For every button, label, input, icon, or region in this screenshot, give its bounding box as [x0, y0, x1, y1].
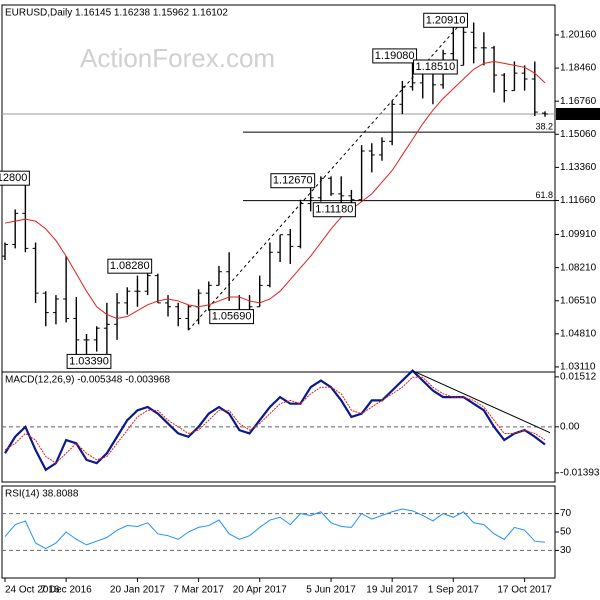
y-tick-label: 50 [560, 527, 572, 538]
annotation: 1.05690 [209, 309, 255, 325]
y-tick-label: 1.16760 [560, 96, 597, 107]
annotation: 1.08280 [107, 258, 153, 274]
y-tick-label: 1.20160 [560, 30, 597, 41]
annotation-box [270, 173, 316, 189]
panel-frame [1, 485, 556, 579]
y-tick-label: 1.13360 [560, 162, 597, 173]
annotation-label: 1.12800 [0, 172, 27, 184]
annotation: 1.03390 [66, 353, 112, 369]
annotation-label: 1.18510 [416, 61, 456, 73]
last-price-label: 1.16102 [559, 109, 596, 120]
moving-average [4, 60, 546, 319]
annotation-label: 1.11180 [315, 204, 353, 216]
annotation-label: 1.20910 [426, 14, 466, 26]
series-line [4, 376, 546, 464]
x-tick-label: 20 Apr 2017 [233, 585, 287, 596]
panel-title: EURUSD,Daily 1.16145 1.16238 1.15962 1.1… [5, 8, 228, 19]
annotation-box [312, 202, 356, 218]
annotation-box [66, 353, 112, 369]
y-tick-label: 70 [560, 508, 572, 519]
y-tick-label: 1.11660 [560, 195, 596, 206]
annotation-box [209, 309, 255, 325]
y-tick-label: 1.08210 [560, 262, 597, 273]
annotation-box [107, 258, 153, 274]
annotation-box [372, 48, 418, 64]
panel-title: MACD(12,26,9) -0.005348 -0.003968 [5, 375, 171, 386]
x-tick-label: 7 Dec 2016 [41, 585, 93, 596]
y-tick-label: 1.04810 [560, 328, 597, 339]
trend-line [0, 285, 107, 361]
y-tick-label: 30 [560, 545, 572, 556]
annotation: 1.12670 [270, 173, 316, 189]
y-tick-label: 0.00 [560, 421, 580, 432]
annotation-label: 1.12670 [273, 175, 313, 187]
annotation-label: 1.08280 [110, 260, 150, 272]
series-line [4, 508, 546, 550]
annotation-label: 1.03390 [69, 355, 109, 367]
annotation-box [413, 59, 458, 75]
annotation-box [0, 170, 30, 186]
y-tick-label: 1.18460 [560, 63, 597, 74]
x-tick-label: 17 Oct 2017 [497, 585, 552, 596]
annotation-box [423, 12, 468, 28]
x-tick-label: 19 Jul 2017 [366, 585, 418, 596]
annotation: 1.20910 [423, 12, 468, 28]
y-tick-label: 1.06510 [560, 295, 597, 306]
y-tick-label: 1.15060 [560, 129, 597, 140]
trend-line [412, 370, 551, 434]
y-tick-label: 1.09910 [560, 229, 597, 240]
x-tick-label: 7 Mar 2017 [173, 585, 224, 596]
annotation-label: 1.19080 [375, 50, 415, 62]
y-tick-label: 0.01512 [560, 372, 597, 383]
annotation: 1.12800 [0, 170, 30, 186]
x-tick-label: 5 Jun 2017 [306, 585, 356, 596]
annotation: 1.19080 [372, 48, 418, 64]
annotation: 1.11180 [312, 202, 356, 218]
last-price-box [556, 107, 600, 120]
x-tick-label: 24 Oct 2016 [5, 585, 60, 596]
watermark: ActionForex.com [80, 43, 275, 73]
x-tick-label: 1 Sep 2017 [428, 585, 480, 596]
x-tick-label: 20 Jan 2017 [110, 585, 165, 596]
y-tick-label: 1.03110 [560, 362, 596, 373]
annotation-label: 1.05690 [212, 311, 252, 323]
y-tick-label: -0.013938 [560, 468, 600, 479]
panel-title: RSI(14) 38.8088 [5, 489, 79, 500]
fib-label: 61.8 [535, 190, 553, 200]
annotation: 1.18510 [413, 59, 458, 75]
fib-label: 38.2 [535, 122, 553, 132]
